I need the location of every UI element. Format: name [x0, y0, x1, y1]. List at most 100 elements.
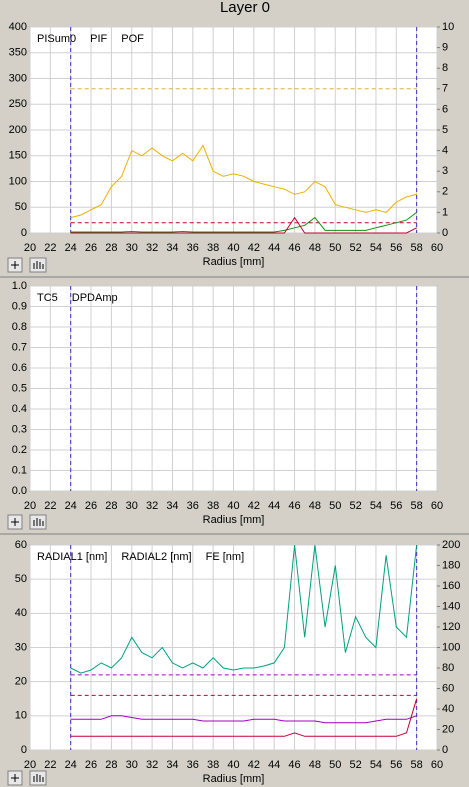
y-tick-label: 50 [15, 573, 27, 585]
x-tick-label: 58 [411, 242, 423, 254]
x-tick-label: 44 [268, 500, 280, 512]
y-tick-label: 40 [15, 607, 27, 619]
x-tick-label: 56 [390, 242, 402, 254]
series-line [70, 212, 417, 233]
x-tick-label: 22 [44, 759, 56, 771]
x-tick-label: 22 [44, 500, 56, 512]
x-tick-label: 54 [370, 759, 382, 771]
y-tick-label: 300 [9, 72, 27, 84]
y2-tick-label: 6 [442, 103, 448, 115]
x-tick-label: 24 [65, 759, 77, 771]
x-tick-label: 38 [207, 242, 219, 254]
y-tick-label: 0 [21, 227, 27, 239]
x-tick-label: 24 [65, 242, 77, 254]
legend-entry: TC5 [37, 292, 58, 304]
y-tick-label: 50 [15, 201, 27, 213]
y2-tick-label: 7 [442, 83, 448, 95]
x-tick-label: 26 [85, 500, 97, 512]
x-tick-label: 28 [105, 500, 117, 512]
y2-tick-label: 3 [442, 165, 448, 177]
toolbar[interactable] [7, 257, 47, 273]
legend-entry: POF [121, 33, 144, 45]
y-tick-label: 0.7 [12, 341, 27, 353]
y-tick-label: 250 [9, 98, 27, 110]
y2-tick-label: 2 [442, 186, 448, 198]
y-tick-label: 350 [9, 47, 27, 59]
x-tick-label: 32 [146, 242, 158, 254]
x-tick-label: 46 [288, 242, 300, 254]
x-tick-label: 30 [126, 759, 138, 771]
x-tick-label: 40 [227, 759, 239, 771]
x-tick-label: 44 [268, 759, 280, 771]
x-tick-label: 40 [227, 242, 239, 254]
x-tick-label: 42 [248, 759, 260, 771]
y2-tick-label: 8 [442, 62, 448, 74]
series-line [70, 715, 417, 724]
x-tick-label: 42 [248, 500, 260, 512]
x-tick-label: 38 [207, 759, 219, 771]
x-tick-label: 60 [431, 500, 443, 512]
x-tick-label: 46 [288, 500, 300, 512]
x-tick-label: 46 [288, 759, 300, 771]
x-tick-label: 24 [65, 500, 77, 512]
y2-tick-label: 120 [442, 621, 460, 633]
series-line [70, 144, 417, 219]
x-tick-label: 44 [268, 242, 280, 254]
series-line [70, 544, 418, 674]
y-tick-label: 20 [15, 676, 27, 688]
toolbar[interactable] [7, 514, 47, 530]
x-tick-label: 50 [329, 500, 341, 512]
y-tick-label: 0 [21, 744, 27, 756]
y-tick-label: 1.0 [12, 280, 27, 292]
x-tick-label: 32 [146, 759, 158, 771]
y2-tick-label: 60 [442, 682, 454, 694]
y2-tick-label: 0 [442, 744, 448, 756]
x-tick-label: 50 [329, 242, 341, 254]
x-tick-label: 36 [187, 242, 199, 254]
x-axis-label: Radius [mm] [203, 773, 265, 785]
y-tick-label: 60 [15, 539, 27, 551]
y-tick-label: 10 [15, 710, 27, 722]
series-line [70, 216, 417, 234]
y-tick-label: 0.8 [12, 321, 27, 333]
x-tick-label: 54 [370, 500, 382, 512]
legend-entry: PIF [90, 33, 107, 45]
x-tick-label: 32 [146, 500, 158, 512]
y2-tick-label: 100 [442, 641, 460, 653]
series-line [70, 698, 418, 737]
x-tick-label: 58 [411, 500, 423, 512]
x-tick-label: 34 [166, 500, 178, 512]
y2-tick-label: 5 [442, 124, 448, 136]
x-tick-label: 60 [431, 759, 443, 771]
y-tick-label: 200 [9, 124, 27, 136]
legend-entry: RADIAL2 [nm] [121, 551, 191, 563]
y2-tick-label: 0 [442, 227, 448, 239]
legend-entry: RADIAL1 [nm] [37, 551, 107, 563]
y-tick-label: 0.2 [12, 444, 27, 456]
y2-tick-label: 180 [442, 559, 460, 571]
x-tick-label: 52 [349, 759, 361, 771]
x-tick-label: 48 [309, 500, 321, 512]
x-tick-label: 48 [309, 242, 321, 254]
x-tick-label: 42 [248, 242, 260, 254]
y-tick-label: 0.3 [12, 423, 27, 435]
x-tick-label: 28 [105, 242, 117, 254]
x-tick-label: 28 [105, 759, 117, 771]
x-tick-label: 50 [329, 759, 341, 771]
x-axis-label: Radius [mm] [203, 514, 265, 526]
x-tick-label: 48 [309, 759, 321, 771]
y2-tick-label: 200 [442, 539, 460, 551]
y2-tick-label: 160 [442, 580, 460, 592]
window-title: Layer 0 [220, 0, 270, 16]
y-tick-label: 0.1 [12, 464, 27, 476]
x-tick-label: 20 [24, 242, 36, 254]
y-tick-label: 150 [9, 150, 27, 162]
y2-tick-label: 140 [442, 600, 460, 612]
x-tick-label: 30 [126, 500, 138, 512]
toolbar[interactable] [7, 770, 47, 786]
x-axis-label: Radius [mm] [203, 256, 265, 268]
y2-tick-label: 80 [442, 662, 454, 674]
y2-tick-label: 4 [442, 145, 448, 157]
y-tick-label: 0.4 [12, 403, 27, 415]
